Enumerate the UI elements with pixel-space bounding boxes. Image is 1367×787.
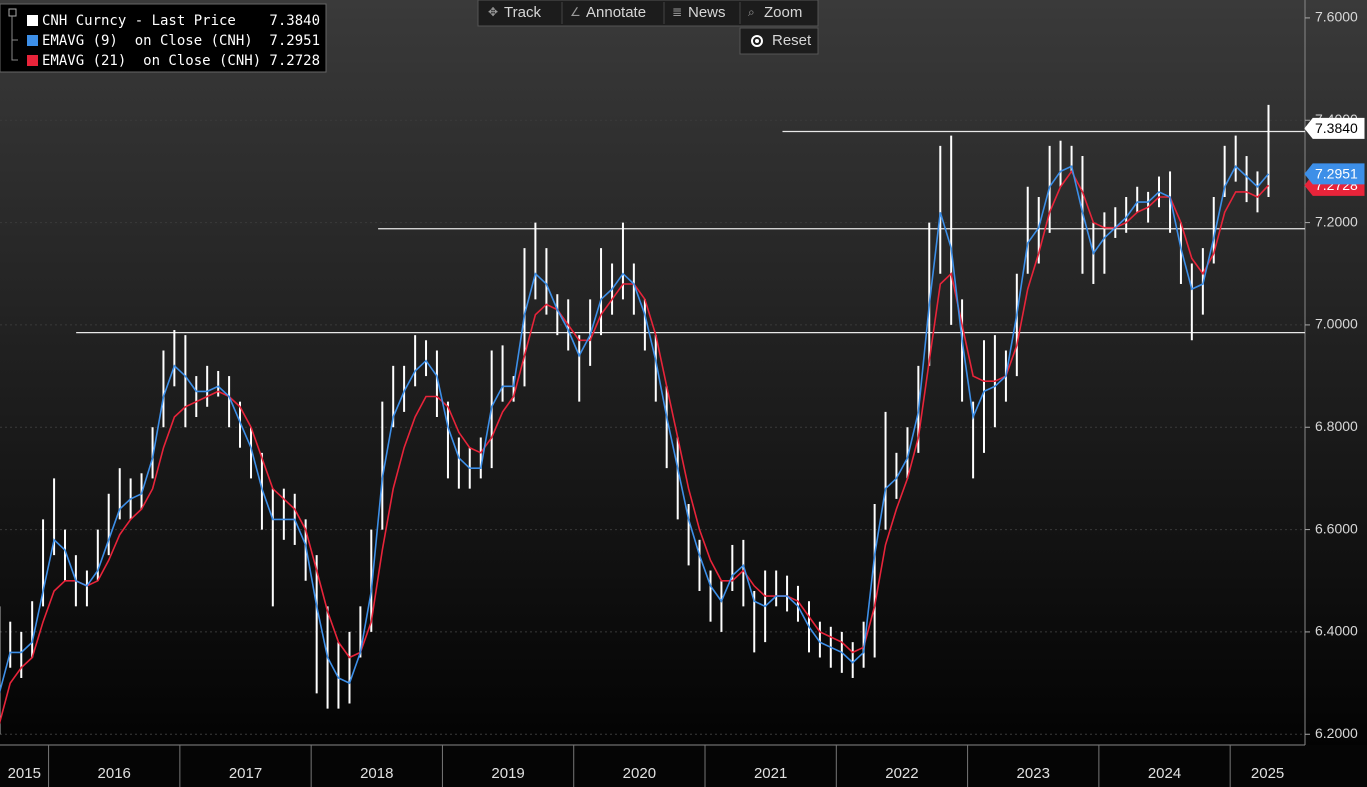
legend: CNH Curncy - Last Price 7.3840 EMAVG (9) o… [0, 3, 327, 73]
x-tick-label: 2016 [98, 765, 131, 782]
x-tick-label: 2018 [360, 765, 393, 782]
toolbar-button[interactable]: Annotate [586, 4, 646, 21]
legend-tree [11, 16, 18, 61]
x-tick-label: 2020 [623, 765, 656, 782]
y-tick-label: 6.6000 [1315, 520, 1358, 536]
toolbar-icon: ≣ [672, 5, 682, 19]
x-tick-label: 2019 [491, 765, 524, 782]
x-tick-label: 2021 [754, 765, 787, 782]
y-tick-label: 6.4000 [1315, 623, 1358, 639]
legend-name: EMAVG (9) on Close (CNH) [42, 33, 253, 49]
toolbar-icon: ✥ [488, 5, 498, 19]
legend-value: 7.2728 [269, 53, 320, 69]
toolbar-button[interactable]: News [688, 4, 726, 21]
legend-box [0, 3, 327, 73]
last-value-label: 7.3840 [1315, 120, 1358, 136]
toolbar-button[interactable]: Zoom [764, 4, 802, 21]
y-tick-label: 7.6000 [1315, 9, 1358, 25]
axes: 6.20006.40006.60006.80007.00007.20007.40… [8, 9, 1365, 787]
legend-swatch [27, 55, 38, 66]
toolbar: Reset ✥ Track ∠ Annotate ≣ News ⌕ Zoom [477, 0, 819, 55]
reset-button[interactable]: Reset [772, 32, 812, 49]
legend-name: EMAVG (21) on Close (CNH) [42, 53, 261, 69]
y-tick-label: 6.2000 [1315, 725, 1358, 741]
plot-area [0, 17, 1305, 735]
x-tick-label: 2022 [885, 765, 918, 782]
last-value-label: 7.2951 [1315, 166, 1358, 182]
x-axis-band [0, 745, 1367, 787]
y-tick-label: 7.0000 [1315, 316, 1358, 332]
y-tick-label: 6.8000 [1315, 418, 1358, 434]
y-tick-label: 7.2000 [1315, 213, 1358, 229]
toolbar-box [477, 0, 819, 27]
legend-value: 7.3840 [269, 13, 320, 29]
legend-swatch [27, 35, 38, 46]
last-value-tag [1304, 163, 1365, 185]
x-tick-label: 2017 [229, 765, 262, 782]
toolbar-icon: ∠ [570, 5, 581, 19]
legend-swatch [27, 15, 38, 26]
x-tick-label: 2025 [1251, 765, 1284, 782]
reset-icon-dot [755, 39, 759, 43]
x-tick-label: 2015 [8, 765, 41, 782]
toolbar-icon: ⌕ [748, 5, 755, 19]
x-tick-label: 2024 [1148, 765, 1181, 782]
ema-line [0, 165, 1270, 694]
legend-name: CNH Curncy - Last Price [42, 13, 236, 29]
last-value-tag [1304, 117, 1365, 139]
reset-icon [751, 35, 763, 47]
legend-value: 7.2951 [269, 33, 320, 49]
x-tick-label: 2023 [1017, 765, 1050, 782]
toolbar-button[interactable]: Track [504, 4, 541, 21]
